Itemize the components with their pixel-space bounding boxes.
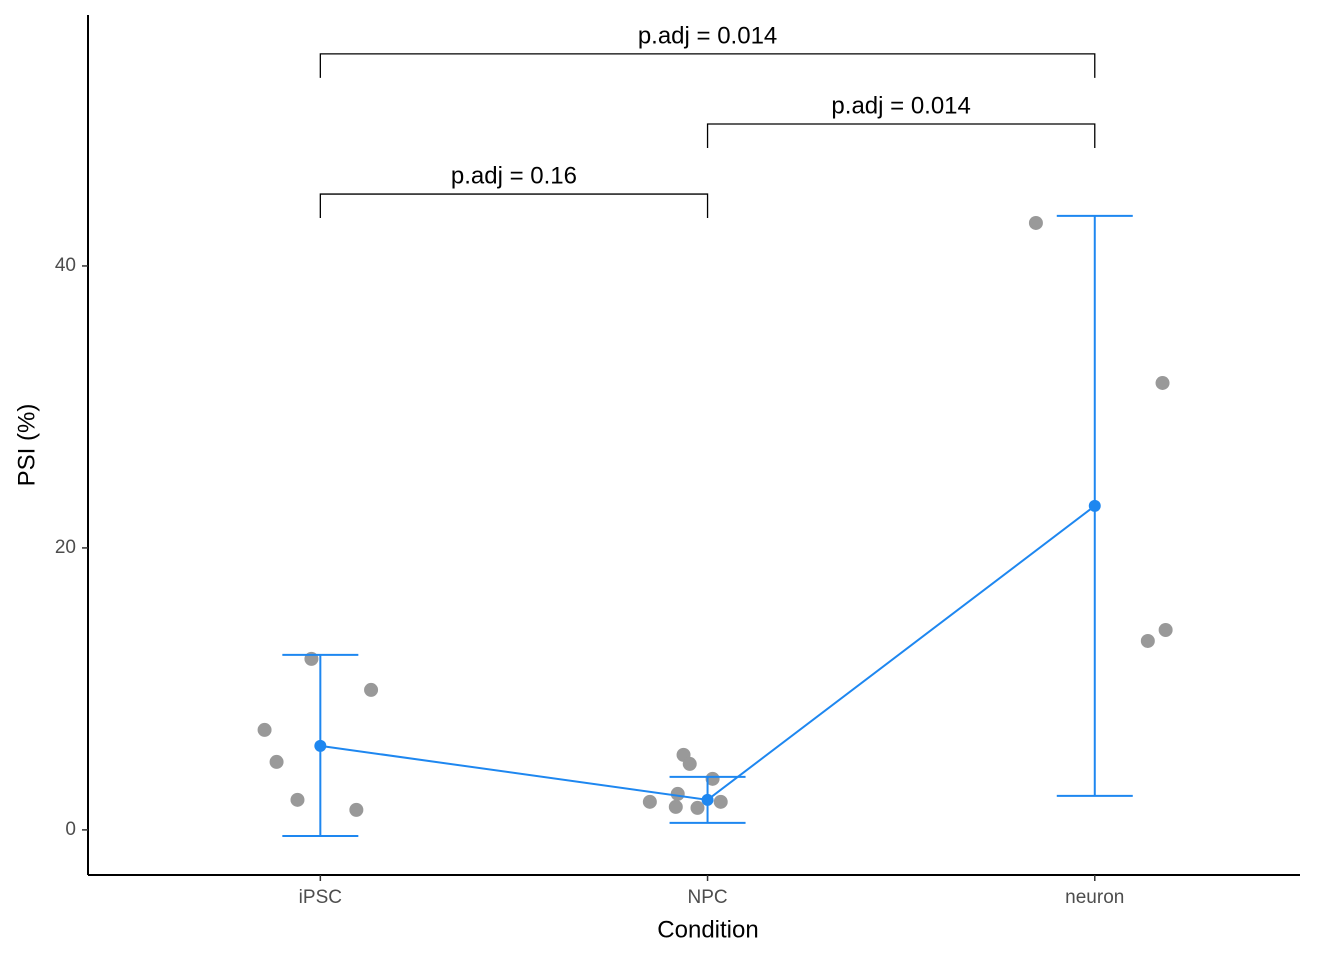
x-tick-label: neuron: [1065, 887, 1124, 908]
x-tick-label: iPSC: [299, 887, 342, 908]
data-point: [257, 722, 272, 737]
data-point: [690, 800, 705, 815]
y-tick-label: 20: [55, 537, 76, 558]
data-point: [1028, 215, 1043, 230]
data-point: [705, 771, 720, 786]
data-point: [364, 682, 379, 697]
x-axis-label: Condition: [657, 916, 758, 943]
data-point: [269, 754, 284, 769]
data-point: [349, 802, 364, 817]
data-point: [1158, 622, 1173, 637]
significance-bracket: [706, 123, 1096, 148]
data-point: [668, 799, 683, 814]
data-point: [682, 756, 697, 771]
mean-line: [320, 505, 1096, 801]
y-axis-label: PSI (%): [13, 404, 40, 487]
bracket-label: p.adj = 0.014: [638, 22, 777, 49]
bracket-label: p.adj = 0.16: [451, 162, 577, 189]
mean-point: [701, 793, 714, 806]
y-tick-label: 40: [55, 255, 76, 276]
bracket-label: p.adj = 0.014: [831, 92, 970, 119]
data-point: [642, 794, 657, 809]
x-tick-label: NPC: [687, 887, 727, 908]
significance-bracket: [319, 193, 709, 219]
data-point: [1140, 633, 1155, 648]
data-point: [670, 786, 685, 801]
mean-point: [1088, 499, 1101, 512]
significance-bracket: [319, 53, 1096, 78]
data-point: [290, 792, 305, 807]
data-point: [713, 794, 728, 809]
data-point: [1155, 375, 1170, 390]
mean-point: [314, 739, 327, 752]
y-tick-label: 0: [65, 819, 76, 840]
